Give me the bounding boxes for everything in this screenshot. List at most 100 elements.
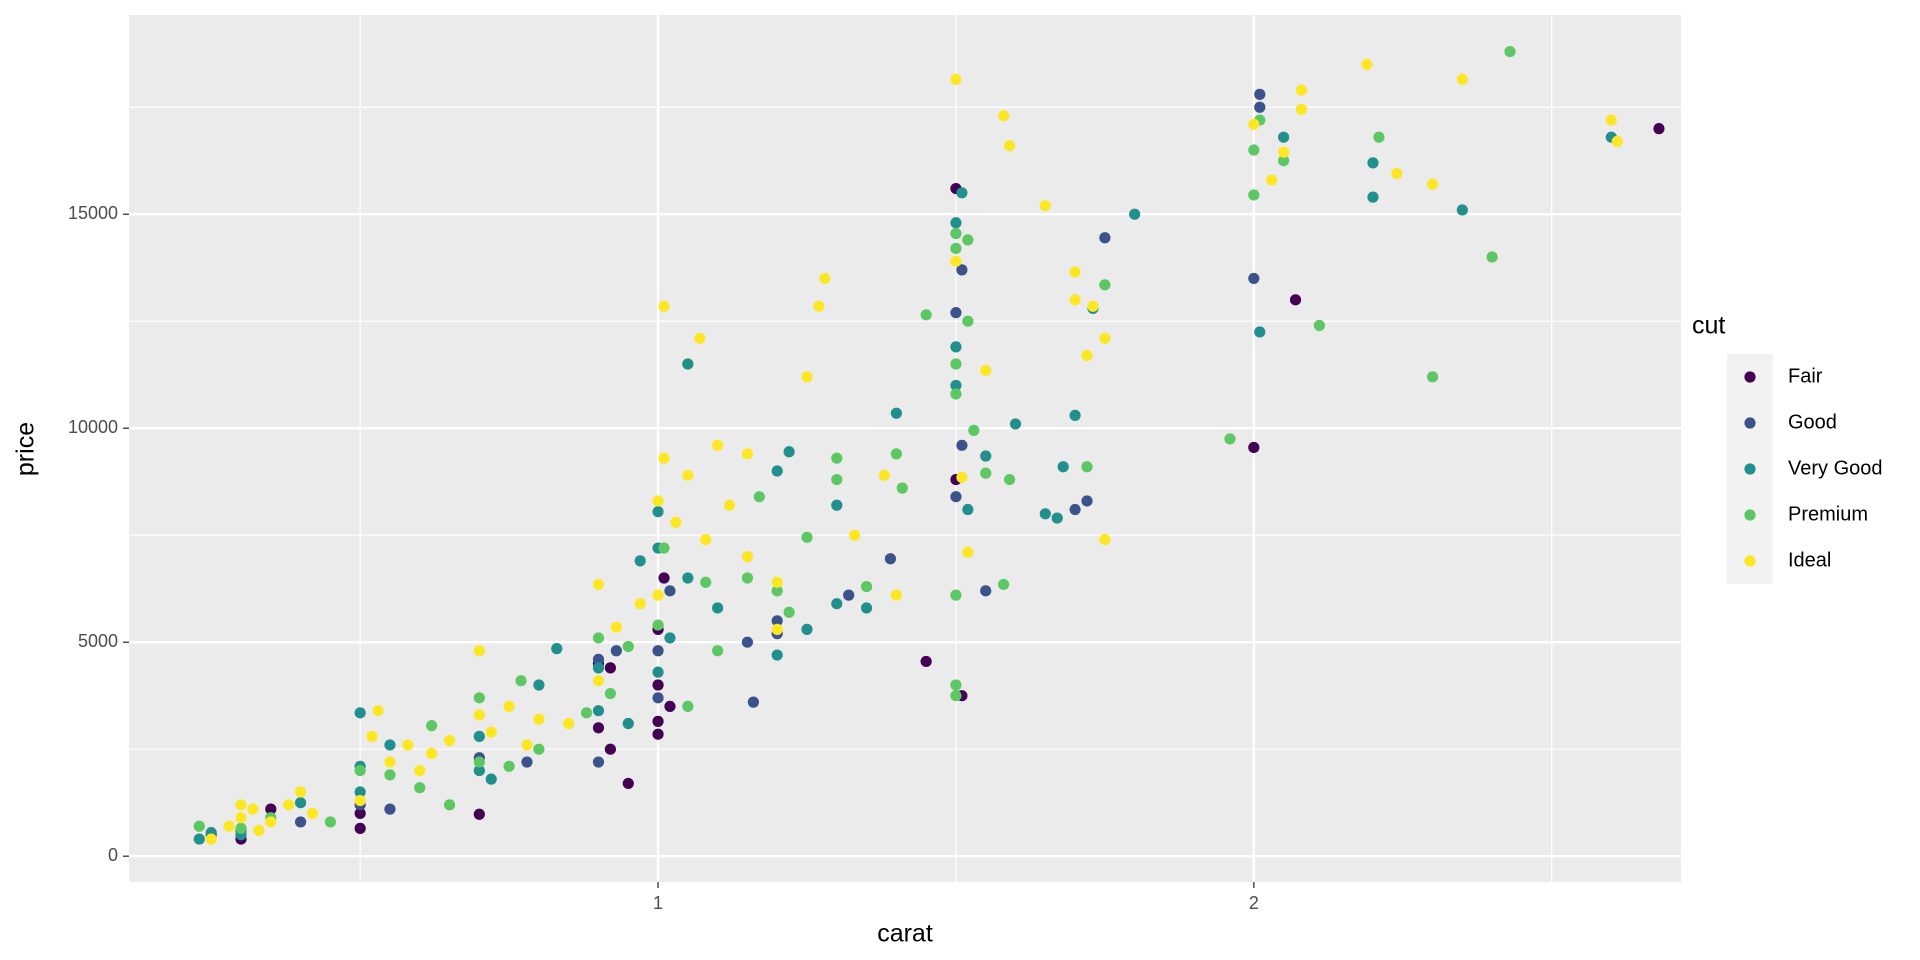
point bbox=[962, 234, 974, 246]
legend-label: Premium bbox=[1788, 503, 1868, 525]
point bbox=[843, 589, 855, 601]
point bbox=[1069, 503, 1081, 516]
point bbox=[652, 589, 664, 601]
point bbox=[235, 812, 247, 824]
point bbox=[604, 687, 616, 700]
axes: 1 2 0 5000 10000 15000 bbox=[68, 203, 1259, 913]
point bbox=[652, 715, 664, 727]
point bbox=[1039, 508, 1051, 520]
point bbox=[402, 739, 414, 751]
point bbox=[205, 833, 217, 845]
point bbox=[515, 675, 527, 687]
point bbox=[819, 272, 831, 285]
point bbox=[950, 358, 962, 370]
point bbox=[1278, 131, 1290, 143]
point bbox=[741, 448, 754, 460]
point bbox=[962, 315, 974, 327]
point bbox=[1373, 131, 1385, 143]
point bbox=[890, 589, 902, 601]
point bbox=[521, 756, 533, 768]
point bbox=[783, 606, 795, 618]
point bbox=[521, 739, 533, 751]
point bbox=[634, 555, 646, 567]
point bbox=[551, 643, 563, 655]
point bbox=[1254, 326, 1266, 338]
point bbox=[533, 679, 545, 691]
point bbox=[652, 666, 664, 678]
point bbox=[1099, 332, 1111, 344]
point bbox=[1129, 208, 1141, 220]
point bbox=[1081, 461, 1093, 473]
legend-label: Very Good bbox=[1788, 457, 1883, 479]
point bbox=[1099, 533, 1111, 546]
point bbox=[384, 769, 396, 781]
point bbox=[771, 576, 783, 588]
x-tick-label: 2 bbox=[1249, 893, 1259, 913]
point bbox=[1611, 135, 1623, 148]
point bbox=[956, 187, 968, 199]
point bbox=[801, 623, 813, 635]
legend-title: cut bbox=[1692, 312, 1725, 340]
point bbox=[747, 696, 759, 708]
points bbox=[193, 45, 1665, 845]
point bbox=[592, 756, 605, 768]
point bbox=[1003, 473, 1016, 486]
point bbox=[950, 690, 962, 702]
point bbox=[860, 602, 873, 614]
point bbox=[950, 341, 962, 353]
point bbox=[950, 307, 962, 319]
point bbox=[1486, 251, 1498, 263]
legend: cut Fair Good Very Good Premium Ideal bbox=[1692, 312, 1883, 584]
point bbox=[1313, 319, 1325, 332]
point bbox=[1254, 101, 1266, 113]
point bbox=[652, 679, 664, 691]
point bbox=[1248, 441, 1260, 454]
point bbox=[956, 471, 968, 484]
point bbox=[950, 242, 962, 255]
point bbox=[1224, 433, 1236, 445]
point bbox=[1248, 118, 1260, 130]
point bbox=[294, 816, 307, 828]
point bbox=[1367, 157, 1379, 169]
point bbox=[384, 756, 396, 768]
point bbox=[592, 705, 605, 717]
point bbox=[294, 786, 307, 798]
y-tick-label: 10000 bbox=[68, 417, 118, 437]
point bbox=[563, 717, 575, 730]
point bbox=[354, 707, 366, 719]
point bbox=[658, 300, 670, 312]
point bbox=[354, 786, 366, 798]
point bbox=[700, 533, 712, 546]
point bbox=[956, 439, 968, 451]
y-tick-label: 5000 bbox=[78, 631, 118, 651]
point bbox=[771, 585, 783, 597]
point bbox=[980, 450, 992, 462]
point bbox=[1278, 155, 1290, 167]
point bbox=[592, 653, 605, 665]
point bbox=[1426, 371, 1439, 383]
legend-key bbox=[1744, 371, 1756, 383]
point bbox=[580, 707, 593, 719]
y-tick-label: 0 bbox=[108, 845, 118, 865]
point bbox=[920, 655, 932, 668]
point bbox=[1009, 418, 1022, 430]
point bbox=[372, 705, 384, 717]
point bbox=[771, 465, 783, 477]
point bbox=[354, 807, 366, 819]
point bbox=[771, 623, 783, 635]
point bbox=[890, 448, 902, 460]
point bbox=[414, 782, 426, 794]
point bbox=[223, 820, 235, 832]
point bbox=[670, 516, 682, 528]
point bbox=[860, 580, 873, 593]
point bbox=[831, 499, 843, 511]
point bbox=[366, 730, 378, 742]
point bbox=[1069, 294, 1081, 306]
point bbox=[604, 743, 616, 755]
point bbox=[783, 446, 795, 458]
point bbox=[950, 388, 962, 400]
point bbox=[980, 467, 992, 479]
point bbox=[831, 452, 843, 464]
point bbox=[700, 576, 712, 588]
point bbox=[592, 675, 605, 687]
